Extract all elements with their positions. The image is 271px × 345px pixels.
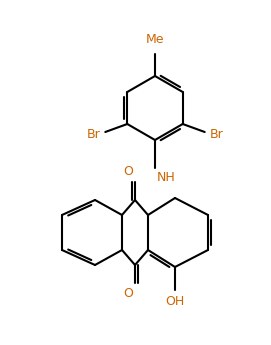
Text: NH: NH bbox=[157, 171, 176, 184]
Text: OH: OH bbox=[165, 295, 185, 308]
Text: O: O bbox=[123, 287, 133, 300]
Text: Me: Me bbox=[146, 33, 164, 46]
Text: Br: Br bbox=[210, 128, 224, 140]
Text: Br: Br bbox=[86, 128, 100, 140]
Text: O: O bbox=[123, 165, 133, 178]
